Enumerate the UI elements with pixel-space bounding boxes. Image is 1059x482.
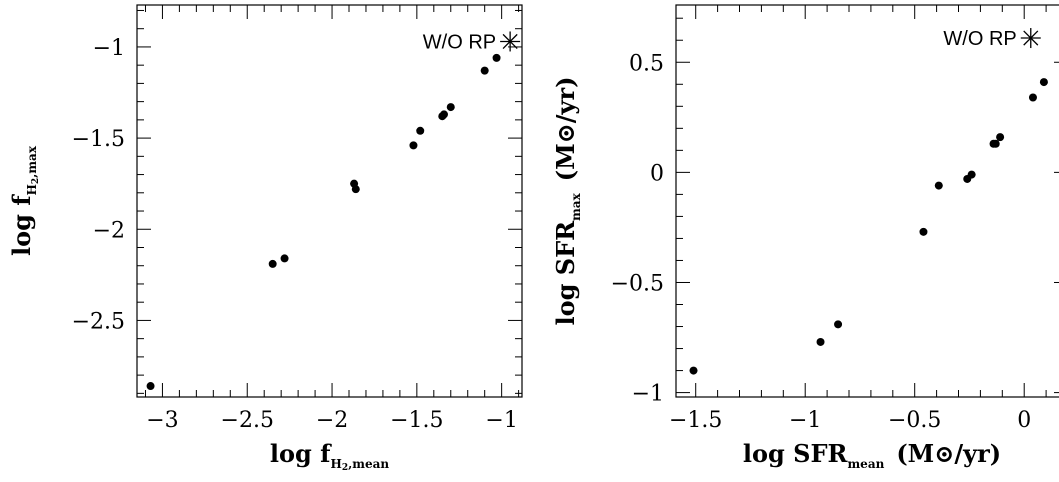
y-tick-label: −1.5 bbox=[72, 127, 125, 152]
annotation-label: W/O RP bbox=[423, 31, 496, 53]
data-point bbox=[446, 103, 455, 112]
plot-frame bbox=[136, 4, 523, 398]
y-axis-label: log SFRmax (M⊙/yr) bbox=[551, 77, 583, 326]
y-tick-label: −1 bbox=[632, 382, 664, 407]
data-point bbox=[280, 254, 289, 263]
annotation-label: W/O RP bbox=[943, 28, 1016, 50]
data-point bbox=[492, 53, 501, 62]
x-tick-label: −2 bbox=[316, 408, 348, 433]
plot-frame bbox=[675, 4, 1059, 398]
y-tick-label: 0.5 bbox=[629, 51, 664, 76]
data-point bbox=[268, 259, 277, 268]
data-point bbox=[409, 141, 418, 150]
data-point bbox=[439, 110, 448, 119]
x-tick-label: −1 bbox=[485, 408, 517, 433]
x-tick-label: −1.5 bbox=[669, 408, 722, 433]
y-axis-label: log fH2,max bbox=[7, 145, 41, 256]
y-tick-label: −1 bbox=[93, 36, 125, 61]
data-point bbox=[689, 366, 698, 375]
data-point bbox=[1039, 78, 1048, 87]
asterisk-stroke bbox=[502, 33, 518, 49]
y-tick-label: −2 bbox=[93, 218, 125, 243]
asterisk-marker bbox=[500, 31, 521, 52]
data-point bbox=[919, 227, 928, 236]
y-tick-label: −2.5 bbox=[72, 309, 125, 334]
x-tick-label: 0 bbox=[1017, 408, 1031, 433]
x-tick-label: −2.5 bbox=[221, 408, 274, 433]
panel-1: −3 −2.5 −2 −1.5 −1 −2.5 −2 −1.5 −1 log fH2,mean lo… bbox=[7, 4, 523, 473]
data-point bbox=[834, 320, 843, 329]
data-point bbox=[967, 170, 976, 179]
data-point bbox=[991, 139, 1000, 148]
y-tick-label: 0 bbox=[650, 161, 664, 186]
data-point bbox=[146, 382, 155, 391]
data-point bbox=[1028, 93, 1037, 102]
data-point bbox=[480, 66, 489, 75]
x-tick-label: −1.5 bbox=[390, 408, 443, 433]
x-tick-label: −0.5 bbox=[888, 408, 941, 433]
x-tick-label: −1 bbox=[789, 408, 821, 433]
data-point bbox=[351, 185, 360, 194]
x-axis-label: log SFRmean (M⊙/yr) bbox=[743, 439, 1001, 471]
x-tick-label: −3 bbox=[146, 408, 178, 433]
y-tick-label: −0.5 bbox=[611, 271, 664, 296]
data-point bbox=[416, 126, 425, 135]
x-axis-label: log fH2,mean bbox=[270, 439, 389, 473]
data-point bbox=[934, 181, 943, 190]
data-point bbox=[996, 133, 1005, 142]
asterisk-marker bbox=[1020, 28, 1041, 49]
asterisk-stroke bbox=[1023, 30, 1039, 46]
data-point bbox=[816, 337, 825, 346]
